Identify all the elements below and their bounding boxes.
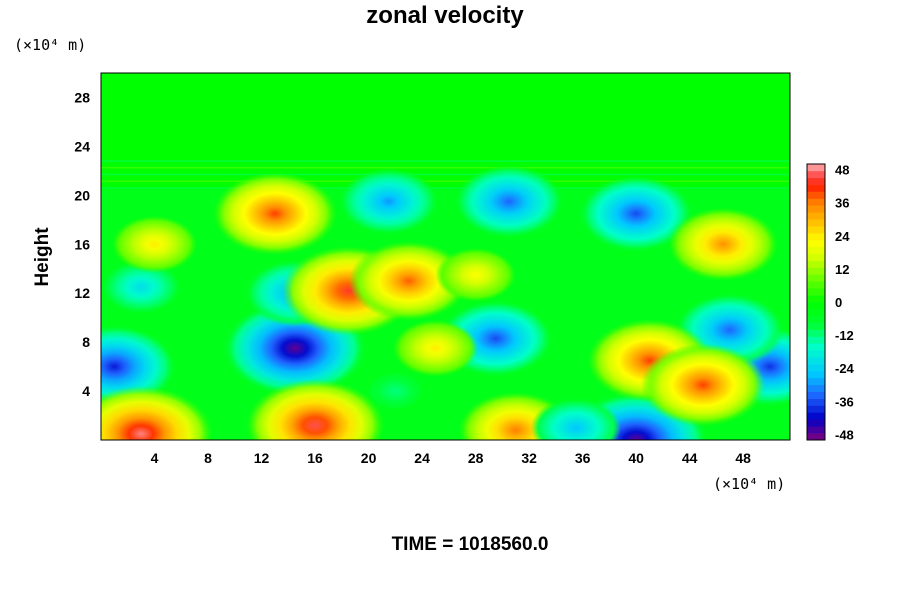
colorbar-band: [807, 357, 825, 365]
y-tick-label: 8: [82, 334, 90, 350]
plot-frame: [100, 72, 791, 441]
colorbar-band: [807, 184, 825, 192]
x-tick-label: 36: [575, 450, 591, 466]
colorbar-band: [807, 226, 825, 234]
colorbar-tick-label: -36: [835, 394, 854, 409]
x-tick-label: 44: [682, 450, 698, 466]
colorbar-band: [807, 343, 825, 351]
colorbar-band: [807, 274, 825, 282]
colorbar-tick-label: 48: [835, 163, 849, 178]
y-tick-label: 24: [74, 138, 90, 154]
colorbar-band: [807, 426, 825, 434]
colorbar-tick-label: 36: [835, 196, 849, 211]
velocity-feature: [367, 372, 424, 410]
x-axis-unit-label: (×10⁴ m): [713, 475, 785, 493]
y-tick-label: 28: [74, 89, 90, 105]
colorbar-band: [807, 308, 825, 317]
velocity-feature: [338, 168, 439, 235]
colorbar-band: [807, 398, 825, 406]
y-axis-unit-label: (×10⁴ m): [14, 36, 86, 54]
colorbar-band: [807, 233, 825, 241]
velocity-feature: [640, 343, 766, 427]
colorbar-band: [807, 336, 825, 344]
colorbar-band: [807, 433, 825, 441]
velocity-feature: [668, 207, 778, 281]
x-tick-label: 48: [735, 450, 751, 466]
velocity-feature: [245, 379, 385, 440]
colorbar-band: [807, 198, 825, 206]
velocity-feature: [530, 397, 622, 440]
x-tick-label: 8: [204, 450, 212, 466]
velocity-feature: [101, 386, 213, 440]
velocity-feature: [212, 172, 338, 256]
colorbar-band: [807, 350, 825, 358]
colorbar-tick-label: -12: [835, 328, 854, 343]
colorbar-band: [807, 205, 825, 213]
colorbar-tick-label: 12: [835, 262, 849, 277]
colorbar-band: [807, 253, 825, 261]
y-tick-label: 16: [74, 236, 90, 252]
colorbar-band: [807, 412, 825, 420]
velocity-feature: [111, 215, 198, 273]
x-axis-ticks: 4 8 12 16 20 24 28 32 36 40 44 48: [151, 450, 752, 466]
colorbar-tick-label: -24: [835, 361, 855, 376]
x-tick-label: 4: [151, 450, 159, 466]
colorbar-band: [807, 191, 825, 199]
colorbar-band: [807, 329, 825, 337]
upper-layer-band: [101, 73, 790, 190]
colorbar-band: [807, 302, 825, 310]
colorbar-band: [807, 364, 825, 372]
heatmap-plot-area: [100, 72, 791, 441]
x-tick-label: 20: [361, 450, 377, 466]
colorbar-band: [807, 322, 825, 330]
colorbar-tick-label: -48: [835, 427, 854, 442]
x-tick-label: 32: [521, 450, 537, 466]
velocity-feature: [578, 175, 694, 252]
colorbar-band: [807, 219, 825, 227]
colorbar-band: [807, 295, 825, 303]
colorbar-band: [807, 384, 825, 392]
y-tick-label: 4: [82, 383, 90, 399]
colorbar: 48 36 24 12 0 -12 -24 -36 -48: [806, 163, 855, 442]
x-tick-label: 24: [414, 450, 430, 466]
y-tick-label: 12: [74, 285, 90, 301]
velocity-feature: [454, 164, 564, 238]
y-axis-ticks: 4 8 12 16 20 24 28: [74, 89, 90, 399]
x-tick-label: 16: [307, 450, 323, 466]
time-label: TIME = 1018560.0: [392, 534, 549, 555]
colorbar-tick-label: 0: [835, 295, 842, 310]
colorbar-band: [807, 281, 825, 289]
colorbar-band: [807, 391, 825, 399]
colorbar-band: [807, 246, 825, 254]
x-tick-label: 28: [468, 450, 484, 466]
colorbar-band: [807, 239, 825, 248]
colorbar-band: [807, 164, 825, 172]
x-tick-label: 40: [628, 450, 644, 466]
colorbar-band: [807, 177, 825, 185]
colorbar-band: [807, 419, 825, 427]
colorbar-band: [807, 405, 825, 413]
colorbar-band: [807, 371, 825, 379]
velocity-feature: [101, 260, 182, 314]
colorbar-band: [807, 260, 825, 268]
colorbar-band: [807, 170, 825, 179]
colorbar-tick-label: 24: [835, 229, 850, 244]
velocity-feature: [349, 241, 469, 321]
y-axis-label: Height: [32, 227, 53, 287]
y-tick-label: 20: [74, 187, 90, 203]
colorbar-band: [807, 377, 825, 386]
x-tick-label: 12: [254, 450, 270, 466]
colorbar-band: [807, 288, 825, 296]
chart-title: zonal velocity: [366, 2, 524, 29]
colorbar-band: [807, 267, 825, 275]
velocity-feature: [435, 248, 516, 302]
colorbar-frame: [806, 163, 826, 441]
colorbar-band: [807, 212, 825, 220]
colorbar-band: [807, 315, 825, 323]
velocity-feature: [392, 319, 479, 377]
